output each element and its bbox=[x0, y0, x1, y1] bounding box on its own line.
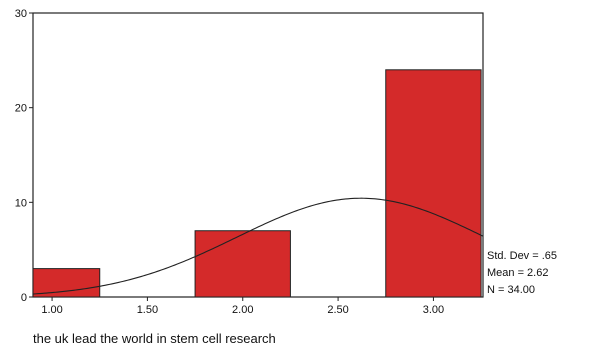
y-tick-label: 10 bbox=[15, 197, 27, 209]
normal-curve bbox=[32, 197, 484, 295]
x-tick-label: 2.50 bbox=[327, 304, 348, 316]
y-tick-label: 20 bbox=[15, 103, 27, 115]
stats-block: Std. Dev = .65 Mean = 2.62 N = 34.00 bbox=[487, 250, 557, 296]
y-axis: 0 10 20 30 bbox=[15, 8, 33, 304]
stats-line: Std. Dev = .65 bbox=[487, 250, 557, 262]
x-tick-label: 2.00 bbox=[232, 304, 253, 316]
x-tick-label: 3.00 bbox=[423, 304, 444, 316]
histogram-bars bbox=[32, 69, 482, 298]
histogram-bar-2 bbox=[194, 230, 291, 298]
x-tick-label: 1.50 bbox=[137, 304, 158, 316]
x-tick-label: 1.00 bbox=[41, 304, 62, 316]
x-axis-title: the uk lead the world in stem cell resea… bbox=[33, 331, 276, 346]
x-axis: 1.00 1.50 2.00 2.50 3.00 bbox=[41, 297, 444, 316]
y-tick-label: 30 bbox=[15, 8, 27, 20]
histogram-bar-3 bbox=[385, 69, 482, 298]
stats-line: N = 34.00 bbox=[487, 284, 535, 296]
y-tick-label: 0 bbox=[21, 292, 27, 304]
stats-line: Mean = 2.62 bbox=[487, 267, 548, 279]
histogram-bar-1 bbox=[32, 268, 101, 298]
